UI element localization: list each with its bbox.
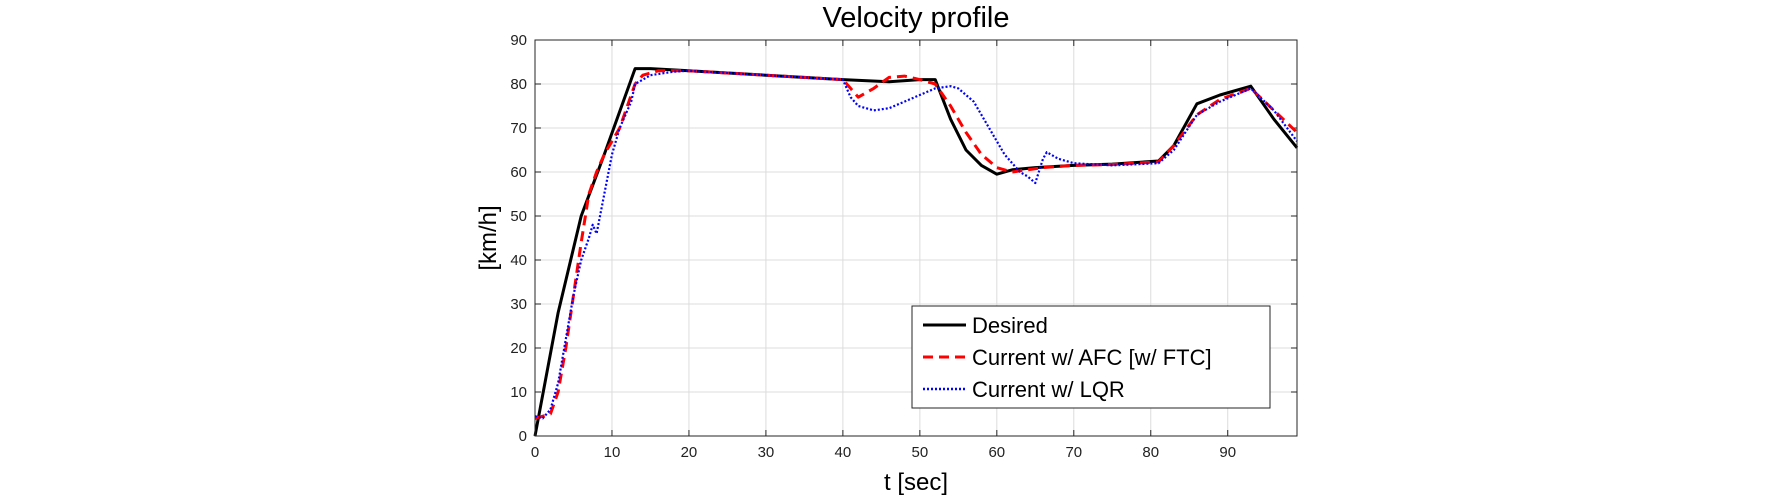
axis-ticks: 0 10 20 30 40 50 60 70 80 90 0 10 20 30 40 50 60 70 80 90 <box>510 32 1297 461</box>
x-tick-label: 90 <box>1219 444 1236 461</box>
y-tick-label: 30 <box>510 296 527 313</box>
x-tick-label: 30 <box>758 444 775 461</box>
x-tick-label: 70 <box>1065 444 1082 461</box>
series-lines <box>533 67 1299 437</box>
y-tick-label: 90 <box>510 32 527 49</box>
legend-label-afc: Current w/ AFC [w/ FTC] <box>972 345 1212 370</box>
legend-label-desired: Desired <box>972 313 1048 338</box>
y-tick-label: 50 <box>510 208 527 225</box>
y-tick-label: 0 <box>519 428 527 445</box>
x-tick-label: 10 <box>604 444 621 461</box>
y-tick-label: 80 <box>510 76 527 93</box>
x-tick-label: 60 <box>988 444 1005 461</box>
x-tick-label: 0 <box>531 444 539 461</box>
plot-frame <box>534 39 1298 437</box>
series-line-lqr <box>534 69 1298 420</box>
y-tick-label: 10 <box>510 384 527 401</box>
y-tick-label: 60 <box>510 164 527 181</box>
y-tick-label: 70 <box>510 120 527 137</box>
y-axis-label: [km/h] <box>475 205 502 270</box>
y-tick-label: 20 <box>510 340 527 357</box>
x-tick-label: 80 <box>1142 444 1159 461</box>
x-tick-label: 50 <box>912 444 929 461</box>
y-tick-label: 40 <box>510 252 527 269</box>
chart-title: Velocity profile <box>823 2 1010 34</box>
legend-box <box>911 305 1271 409</box>
x-tick-label: 20 <box>681 444 698 461</box>
x-tick-label: 40 <box>835 444 852 461</box>
legend-label-lqr: Current w/ LQR <box>972 377 1125 402</box>
legend: Desired Current w/ AFC [w/ FTC] Current … <box>911 305 1271 409</box>
series-line-desired <box>533 67 1299 437</box>
x-axis-label: t [sec] <box>884 469 948 496</box>
